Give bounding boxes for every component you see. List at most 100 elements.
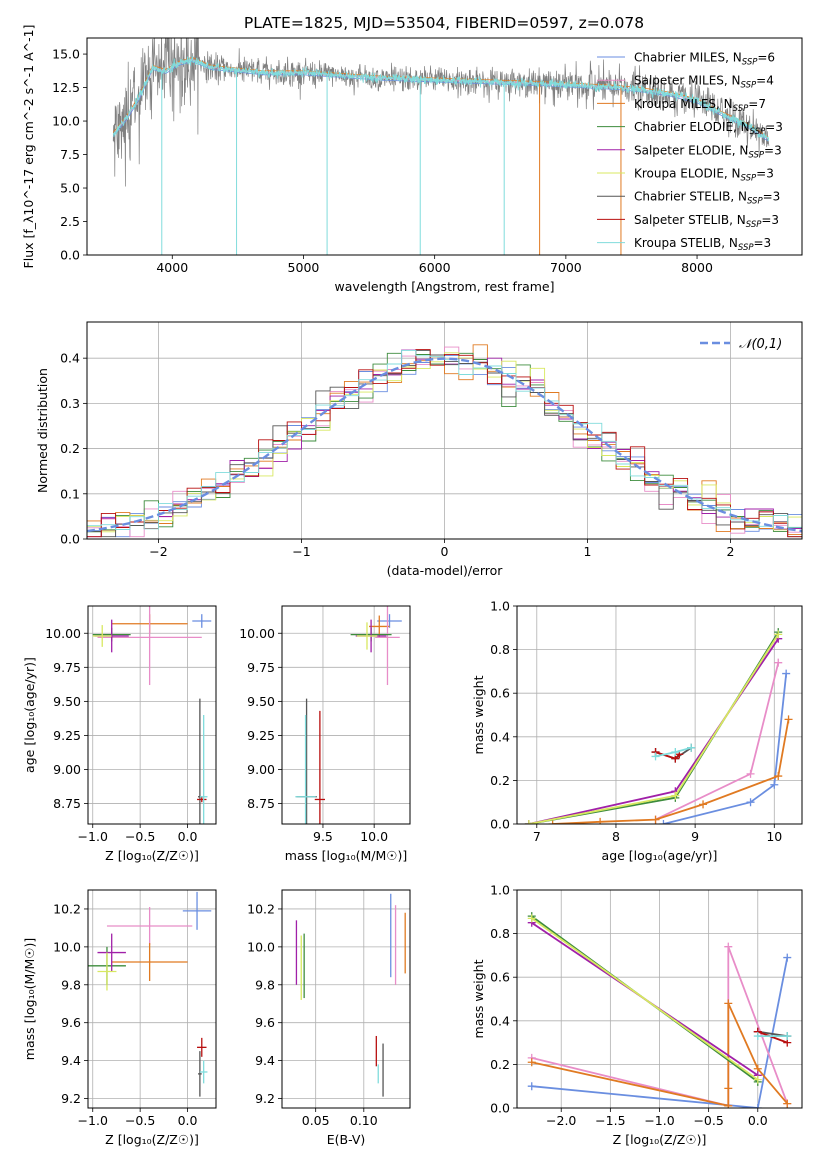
legend-subscript: SSP	[741, 81, 757, 91]
data-point-marker	[753, 1032, 762, 1041]
x-axis-label: (data-model)/error	[387, 563, 504, 578]
x-tick-label: 0	[441, 544, 449, 559]
mass-weight-series	[528, 638, 780, 824]
mass-weight-series	[552, 719, 790, 824]
plot-area	[527, 912, 792, 1108]
x-axis-label: E(B-V)	[327, 1132, 366, 1147]
y-tick-label: 10.0	[53, 939, 81, 954]
x-axis-label: wavelength [Angstrom, rest frame]	[334, 279, 554, 294]
normal-reference-curve	[87, 357, 802, 533]
x-tick-label: −0.5	[693, 1113, 723, 1128]
y-tick-label: 0.1	[60, 486, 80, 501]
chart-weight_vs_age: 7 8 9 10 0.0 0.2 0.4 0.6 0.8 1.0 age [log₁₀(age/yr…	[471, 599, 803, 863]
x-tick-label: −1.0	[78, 1113, 108, 1128]
data-point-marker	[774, 658, 783, 667]
y-tick-label: 10.2	[247, 901, 275, 916]
legend-entry: Chabrier ELODIE, NSSP=3	[634, 120, 783, 137]
y-tick-label: 15.0	[52, 47, 80, 62]
data-point-marker	[687, 743, 696, 752]
y-tick-label: 10.00	[239, 626, 275, 641]
y-axis-label: mass weight	[471, 959, 486, 1038]
x-axis-label: mass [log₁₀(M/M☉)]	[285, 848, 407, 863]
x-tick-label: 0.10	[350, 1113, 378, 1128]
x-tick-label: 2	[727, 544, 735, 559]
y-tick-label: 0.4	[490, 1013, 510, 1028]
y-tick-label: 9.25	[53, 728, 81, 743]
data-point-marker	[770, 780, 779, 789]
x-tick-label: 0.0	[178, 1113, 198, 1128]
data-point-marker	[746, 769, 755, 778]
y-tick-label: 9.75	[53, 660, 81, 675]
plot-area	[524, 628, 793, 824]
plot-area	[112, 38, 770, 255]
x-tick-label: 9	[691, 829, 699, 844]
y-tick-label: 0.8	[490, 926, 510, 941]
best-model-spectrum-line	[112, 56, 770, 142]
data-point-marker	[699, 800, 708, 809]
legend-subscript: SSP	[747, 197, 763, 207]
chart-mass_vs_Z: −1.0 −0.5 0.0 9.2 9.4 9.6 9.8 10.0 10.2 Z [log₁₀(…	[22, 889, 217, 1147]
legend-entry: Chabrier MILES, NSSP=6	[634, 51, 775, 68]
y-tick-label: 9.50	[53, 694, 81, 709]
y-axis-label: Normed distribution	[35, 368, 50, 493]
legend-count: =7	[748, 97, 766, 111]
y-tick-label: 9.2	[61, 1091, 81, 1106]
legend-entry: 𝒩(0,1)	[739, 337, 782, 352]
chart-age_vs_mass: 9.5 10.0 8.75 9.00 9.25 9.50 9.75 10.00 mass [lo…	[239, 605, 411, 863]
y-tick-label: 0.2	[60, 441, 80, 456]
y-tick-label: 0.3	[60, 396, 80, 411]
legend-subscript: SSP	[733, 104, 749, 114]
chart-age_vs_Z: −1.0 −0.5 0.0 8.75 9.00 9.25 9.50 9.75 10.00 Z [l…	[22, 605, 217, 863]
y-tick-label: 0.2	[490, 1057, 510, 1072]
data-point-marker	[651, 815, 660, 824]
y-tick-label: 9.6	[61, 1015, 81, 1030]
chart-residuals: −2 −1 0 1 2 0.0 0.1 0.2 0.3 0.4 (data-model)/error…	[35, 321, 803, 578]
x-tick-label: 0.05	[302, 1113, 330, 1128]
data-point-marker	[524, 820, 533, 824]
plot-area	[87, 344, 802, 538]
legend-subscript: SSP	[741, 174, 757, 184]
x-tick-label: −1	[292, 544, 310, 559]
axes-frame	[87, 889, 217, 1109]
model-spectrum-line	[112, 60, 769, 142]
legend-entry: Salpeter ELODIE, NSSP=3	[634, 143, 782, 160]
y-tick-label: 12.5	[52, 80, 80, 95]
legend-count: =3	[761, 213, 779, 227]
x-tick-label: 10.0	[360, 829, 388, 844]
y-tick-label: 5.0	[60, 181, 80, 196]
y-tick-label: 0.0	[490, 1101, 510, 1116]
y-tick-label: 9.50	[247, 694, 275, 709]
legend-subscript: SSP	[738, 243, 754, 253]
mass-weight-series	[757, 1030, 788, 1044]
y-tick-label: 10.0	[247, 939, 275, 954]
axes-frame	[281, 889, 411, 1109]
data-point-marker	[724, 942, 733, 951]
y-tick-label: 2.5	[60, 214, 80, 229]
legend-subscript: SSP	[746, 220, 762, 230]
data-point-marker	[753, 1075, 762, 1084]
x-tick-label: −2	[149, 544, 167, 559]
x-tick-label: 5000	[288, 260, 320, 275]
data-point-marker	[527, 914, 536, 923]
y-tick-label: 9.8	[255, 977, 275, 992]
y-tick-label: 0.4	[490, 729, 510, 744]
x-tick-label: 4000	[156, 260, 188, 275]
data-point-marker	[783, 1032, 792, 1041]
x-tick-label: 8000	[681, 260, 713, 275]
data-point-marker	[783, 953, 792, 962]
y-tick-label: 0.0	[60, 248, 80, 263]
x-tick-label: −1.5	[595, 1113, 625, 1128]
legend-count: =4	[756, 74, 774, 88]
legend-count: =3	[763, 190, 781, 204]
legend-subscript: SSP	[742, 58, 758, 68]
plot-area	[88, 891, 212, 1097]
data-point-marker	[724, 1084, 733, 1093]
x-axis-label: age [log₁₀(age/yr)]	[602, 848, 718, 863]
y-tick-label: 9.25	[247, 728, 275, 743]
axes-frame	[516, 605, 803, 825]
figure-title: PLATE=1825, MJD=53504, FIBERID=0597, z=0…	[244, 14, 644, 32]
y-axis-label: age [log₁₀(age/yr)]	[22, 657, 37, 773]
plot-area	[295, 893, 406, 1097]
y-tick-label: 9.2	[255, 1091, 275, 1106]
